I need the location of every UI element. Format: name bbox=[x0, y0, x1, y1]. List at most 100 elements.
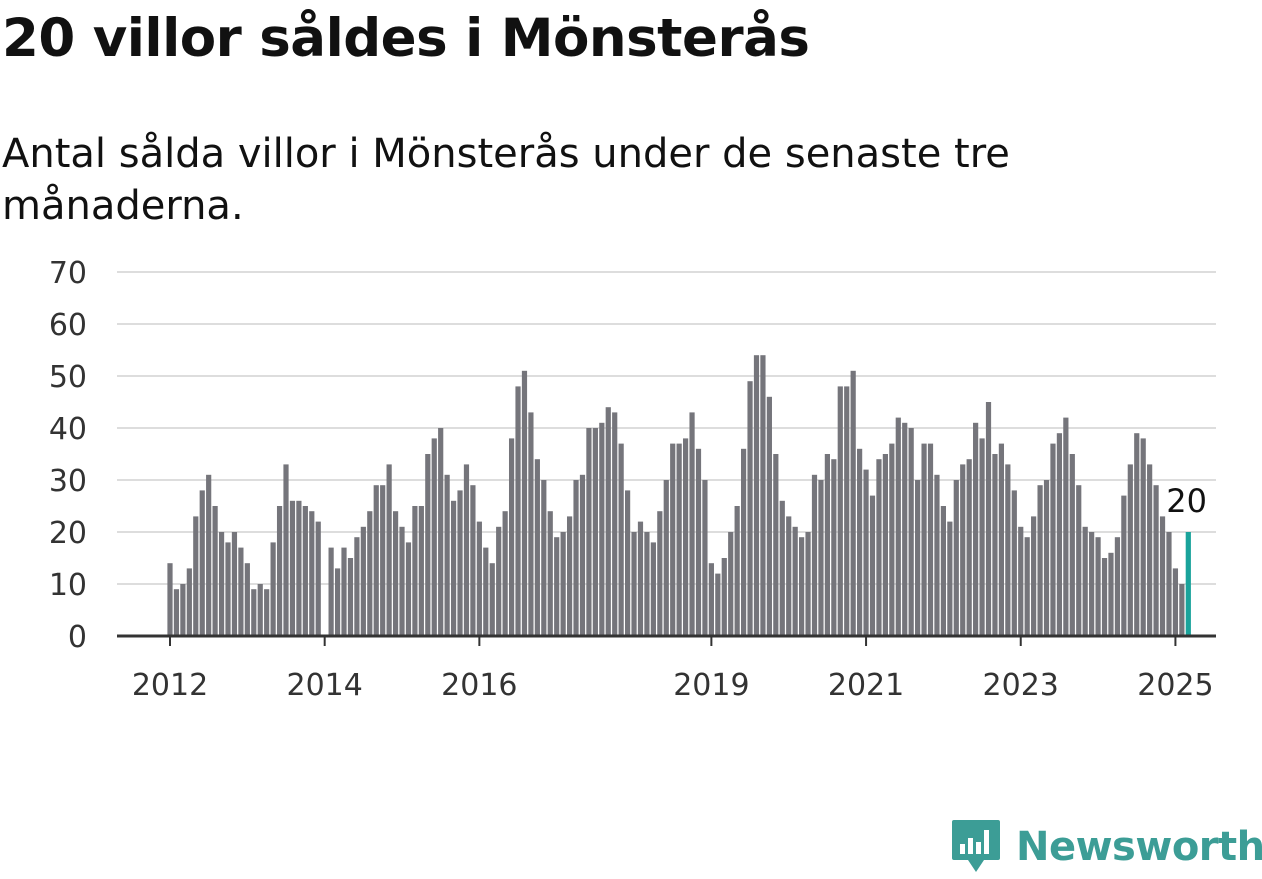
y-tick-label: 40 bbox=[49, 412, 87, 447]
bar bbox=[1024, 537, 1030, 636]
bar bbox=[283, 464, 289, 636]
bar bbox=[438, 428, 444, 636]
bar bbox=[1037, 485, 1043, 636]
bar bbox=[625, 490, 631, 636]
bar bbox=[979, 438, 985, 636]
x-tick-label: 2014 bbox=[287, 668, 363, 703]
bar bbox=[1166, 532, 1172, 636]
bar bbox=[618, 443, 624, 636]
bar bbox=[605, 407, 611, 636]
bar bbox=[818, 480, 824, 636]
bar bbox=[302, 506, 308, 636]
bar bbox=[715, 573, 721, 636]
bar bbox=[1147, 464, 1153, 636]
bar bbox=[1153, 485, 1159, 636]
bar bbox=[1172, 568, 1179, 636]
bar bbox=[850, 370, 856, 636]
y-tick-label: 50 bbox=[49, 360, 87, 395]
bar bbox=[1018, 526, 1024, 636]
bar bbox=[270, 542, 276, 636]
x-tick-label: 2021 bbox=[828, 668, 904, 703]
newsworthy-brand: Newsworthy bbox=[1016, 824, 1262, 870]
bar bbox=[206, 474, 212, 636]
bar bbox=[592, 428, 598, 636]
bar bbox=[921, 443, 927, 636]
bar bbox=[799, 537, 805, 636]
bar bbox=[1095, 537, 1101, 636]
bar bbox=[773, 454, 779, 636]
bar bbox=[766, 396, 772, 636]
chart-title: 20 villor såldes i Mönsterås bbox=[2, 8, 810, 69]
bar bbox=[599, 422, 605, 636]
x-tick-label: 2019 bbox=[673, 668, 749, 703]
bar bbox=[444, 474, 450, 636]
bar bbox=[1134, 433, 1140, 636]
bar bbox=[863, 469, 869, 636]
x-tick-label: 2025 bbox=[1137, 668, 1213, 703]
bar bbox=[811, 474, 818, 636]
bar bbox=[805, 532, 811, 636]
bar bbox=[489, 563, 495, 636]
bar-chart: 0 10 20 30 40 50 60 70 2012 2014 2016 2019 2021 2023 2… bbox=[49, 256, 1216, 703]
bar bbox=[985, 402, 992, 636]
bar bbox=[173, 589, 180, 636]
bar bbox=[566, 516, 573, 636]
bar bbox=[521, 370, 528, 636]
bar bbox=[554, 537, 560, 636]
bar bbox=[631, 532, 637, 636]
y-tick-label: 70 bbox=[49, 256, 87, 291]
bar bbox=[992, 454, 998, 636]
bar bbox=[360, 526, 366, 636]
bar bbox=[869, 495, 876, 636]
bar bbox=[431, 438, 437, 636]
bar bbox=[1121, 495, 1127, 636]
bar bbox=[1082, 526, 1088, 636]
y-tick-label: 30 bbox=[49, 464, 87, 499]
bar bbox=[354, 537, 360, 636]
bar bbox=[1069, 454, 1075, 636]
bar bbox=[244, 563, 250, 636]
bar bbox=[728, 532, 734, 636]
bar bbox=[1101, 558, 1108, 636]
bar bbox=[998, 443, 1005, 636]
bar bbox=[1076, 485, 1082, 636]
bar bbox=[573, 480, 579, 636]
bar bbox=[792, 526, 798, 636]
bar bbox=[1114, 537, 1121, 636]
bar bbox=[315, 521, 321, 636]
newsworthy-logo-icon bbox=[952, 820, 1000, 872]
bar bbox=[915, 480, 921, 636]
bar bbox=[470, 485, 476, 636]
bar bbox=[341, 547, 347, 636]
bar bbox=[186, 568, 192, 636]
bar bbox=[747, 381, 753, 636]
bar bbox=[534, 459, 540, 636]
y-tick-label: 10 bbox=[49, 568, 87, 603]
bar bbox=[463, 464, 470, 636]
bar bbox=[425, 454, 431, 636]
bar bbox=[1011, 490, 1017, 636]
bar bbox=[347, 558, 354, 636]
bar bbox=[496, 526, 502, 636]
bar bbox=[418, 506, 424, 636]
bar bbox=[670, 443, 676, 636]
x-tick-label: 2016 bbox=[441, 668, 517, 703]
bar bbox=[702, 480, 708, 636]
bar bbox=[960, 464, 966, 636]
bar bbox=[741, 448, 747, 636]
x-tick-label: 2012 bbox=[132, 668, 208, 703]
bar bbox=[225, 542, 231, 636]
bar bbox=[1140, 438, 1146, 636]
bar bbox=[824, 454, 830, 636]
bar bbox=[560, 532, 566, 636]
bar bbox=[683, 438, 689, 636]
bar bbox=[637, 521, 644, 636]
bar bbox=[515, 386, 521, 636]
bar bbox=[528, 412, 534, 636]
bar bbox=[934, 474, 940, 636]
bar bbox=[953, 480, 959, 636]
newsworthy-logo: Newsworthy bbox=[950, 818, 1262, 876]
bar bbox=[966, 459, 972, 636]
bar bbox=[231, 532, 238, 636]
bar bbox=[889, 443, 895, 636]
